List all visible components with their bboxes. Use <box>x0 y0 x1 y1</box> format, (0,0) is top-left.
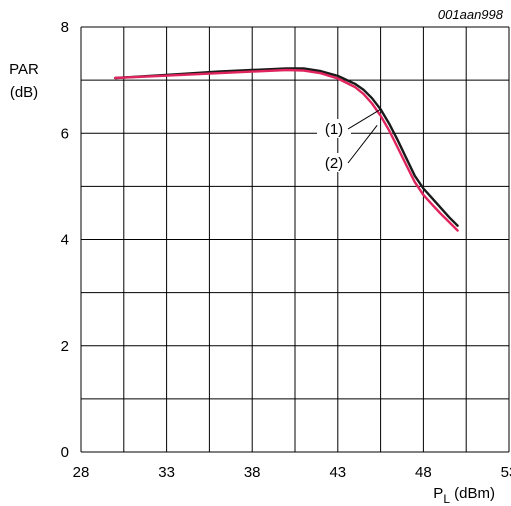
x-axis-label: PL (dBm) <box>433 485 495 506</box>
series-line-2 <box>114 68 459 232</box>
annotation-leader-2 <box>347 124 378 164</box>
annotation-bg-2 <box>317 153 351 172</box>
y-axis-label-line2: (dB) <box>10 84 38 101</box>
annotation-label-1: (1) <box>325 121 343 138</box>
y-tick-label-3: 6 <box>61 125 69 142</box>
tick-labels: 28 33 38 43 48 53 0 2 4 6 8 <box>61 19 511 481</box>
x-tick-label-0: 28 <box>73 464 90 481</box>
y-tick-label-2: 4 <box>61 232 69 249</box>
x-axis-label-main: P <box>433 485 443 502</box>
x-tick-label-2: 38 <box>244 464 261 481</box>
y-axis-label-line1: PAR <box>9 61 39 78</box>
grid <box>80 26 510 453</box>
x-tick-label-1: 33 <box>158 464 175 481</box>
y-tick-label-1: 2 <box>61 338 69 355</box>
figure-code: 001aan998 <box>438 7 504 22</box>
x-tick-label-4: 48 <box>415 464 432 481</box>
annotation-label-2: (2) <box>325 155 343 172</box>
y-tick-label-4: 8 <box>61 19 69 36</box>
annotation-leader-1 <box>347 108 381 130</box>
x-axis-label-subscript: L <box>443 492 450 506</box>
x-tick-label-3: 43 <box>329 464 346 481</box>
x-tick-label-5: 53 <box>501 464 511 481</box>
series-line-1 <box>114 67 459 227</box>
x-axis-label-unit: (dBm) <box>450 485 495 502</box>
y-tick-label-0: 0 <box>61 444 69 461</box>
series-lines <box>114 67 459 232</box>
annotation-bg-1 <box>317 119 351 138</box>
series-annotations: (1) (2) <box>317 108 381 172</box>
